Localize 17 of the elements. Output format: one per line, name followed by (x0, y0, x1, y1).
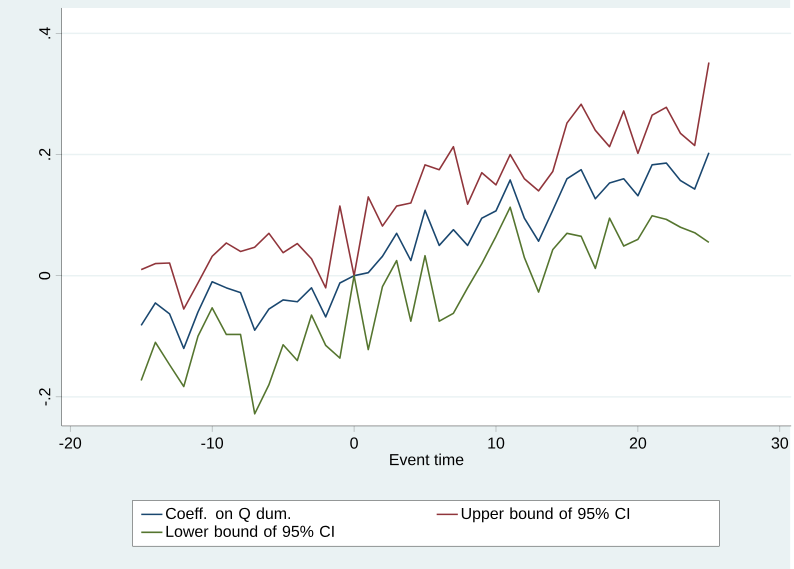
line-series (140, 206, 710, 414)
legend-label: Lower bound of 95% CI (166, 525, 334, 537)
line-series (140, 152, 710, 350)
y-tick-label: .4 (39, 27, 50, 38)
x-tick-label: 20 (630, 437, 646, 449)
x-axis-title: Event time (390, 453, 464, 466)
line-series (140, 62, 710, 310)
x-tick-label: -20 (59, 437, 82, 449)
x-tick-label: 0 (350, 437, 358, 449)
x-tick-label: 10 (488, 437, 504, 449)
y-tick-label: 0 (38, 272, 50, 280)
x-tick-label: -10 (201, 437, 224, 449)
y-tick-label: .2 (39, 148, 50, 160)
y-tick-label: -.2 (39, 388, 50, 406)
legend-label: Coeff. on Q dum. (166, 507, 290, 522)
x-tick-label: 30 (772, 437, 788, 449)
legend-label: Upper bound of 95% CI (462, 507, 630, 522)
